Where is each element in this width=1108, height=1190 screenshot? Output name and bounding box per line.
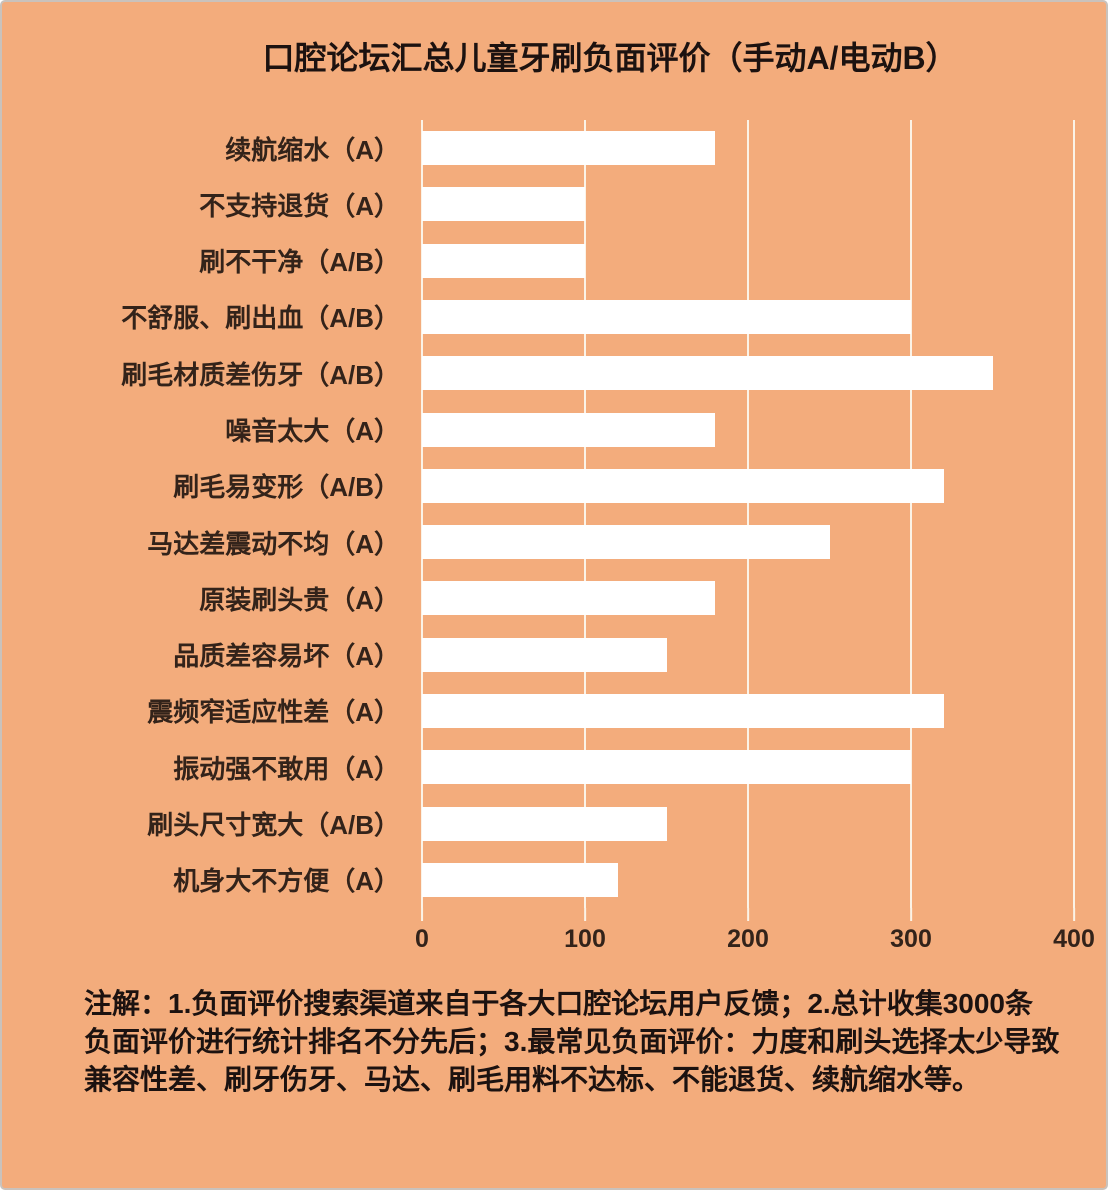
- category-label: 机身大不方便（A）: [173, 866, 400, 897]
- tick-mark: [421, 908, 423, 921]
- footnote-line: 负面评价进行统计排名不分先后；3.最常见负面评价：力度和刷头选择太少导致: [84, 1026, 1060, 1057]
- category-label: 不舒服、刷出血（A/B）: [121, 303, 400, 334]
- footnote-line: 兼容性差、刷牙伤牙、马达、刷毛用料不达标、不能退货、续航缩水等。: [84, 1064, 981, 1095]
- category-label: 刷毛易变形（A/B）: [173, 472, 400, 503]
- footnote: 注解：1.负面评价搜索渠道来自于各大口腔论坛用户反馈；2.总计收集3000条 负…: [84, 985, 1059, 1099]
- bar-row: [422, 233, 1074, 289]
- bar: [422, 750, 911, 785]
- chart-title: 口腔论坛汇总儿童牙刷负面评价（手动A/电动B）: [262, 40, 958, 76]
- gridline: [747, 120, 749, 908]
- bar-row: [422, 739, 1074, 795]
- tick-mark: [747, 908, 749, 921]
- category-label: 不支持退货（A）: [199, 190, 400, 221]
- category-label: 原装刷头贵（A）: [199, 584, 400, 615]
- bar: [422, 356, 993, 391]
- gridline: [421, 120, 423, 908]
- bar-chart: 续航缩水（A） 不支持退货（A） 刷不干净（A/B） 不舒服、刷出血（A/B） 刷毛材质…: [2, 120, 1106, 953]
- gridline: [584, 120, 586, 908]
- bar: [422, 299, 911, 334]
- bar-row: [422, 458, 1074, 514]
- category-label: 品质差容易坏（A）: [173, 641, 400, 672]
- category-label: 刷头尺寸宽大（A/B）: [147, 810, 400, 841]
- bar-row: [422, 401, 1074, 457]
- category-axis: 续航缩水（A） 不支持退货（A） 刷不干净（A/B） 不舒服、刷出血（A/B） 刷毛材质…: [2, 120, 422, 908]
- bar: [422, 412, 716, 447]
- axis-tick: 300: [890, 908, 932, 954]
- bar-row: [422, 795, 1074, 851]
- axis-tick: 0: [415, 908, 429, 954]
- bar-row: [422, 514, 1074, 570]
- tick-mark: [910, 908, 912, 921]
- bar: [422, 131, 716, 166]
- value-axis: 0 100 200 300 400: [415, 908, 1095, 968]
- bar: [422, 806, 667, 841]
- gridline: [1073, 120, 1075, 908]
- bar: [422, 243, 585, 278]
- bar-row: [422, 345, 1074, 401]
- category-label: 马达差震动不均（A）: [147, 528, 400, 559]
- category-label: 震频窄适应性差（A）: [147, 697, 400, 728]
- bar-row: [422, 120, 1074, 176]
- footnote-line: 注解：1.负面评价搜索渠道来自于各大口腔论坛用户反馈；2.总计收集3000条: [84, 988, 1033, 1019]
- bar-row: [422, 289, 1074, 345]
- bar-row: [422, 627, 1074, 683]
- category-label: 刷毛材质差伤牙（A/B）: [121, 359, 400, 390]
- category-label: 刷不干净（A/B）: [199, 247, 400, 278]
- bar: [422, 187, 585, 222]
- axis-tick: 200: [727, 908, 769, 954]
- bar-row: [422, 683, 1074, 739]
- bar: [422, 862, 618, 897]
- tick-label: 200: [727, 925, 769, 953]
- axis-tick: 100: [564, 908, 606, 954]
- bar-row: [422, 570, 1074, 626]
- category-label: 振动强不敢用（A）: [173, 753, 400, 784]
- bar: [422, 637, 667, 672]
- plot-area: 0 100 200 300 400: [415, 120, 1095, 953]
- tick-label: 300: [890, 925, 932, 953]
- tick-mark: [584, 908, 586, 921]
- tick-label: 0: [415, 925, 429, 953]
- category-label: 续航缩水（A）: [225, 134, 400, 165]
- tick-label: 400: [1053, 925, 1095, 953]
- bar: [422, 525, 830, 560]
- bar: [422, 468, 944, 503]
- bar-row: [422, 852, 1074, 908]
- bar-row: [422, 176, 1074, 232]
- gridline: [910, 120, 912, 908]
- axis-tick: 400: [1053, 908, 1095, 954]
- bar: [422, 693, 944, 728]
- tick-label: 100: [564, 925, 606, 953]
- category-label: 噪音太大（A）: [225, 416, 400, 447]
- bar: [422, 581, 716, 616]
- bars-container: [422, 120, 1074, 908]
- tick-mark: [1073, 908, 1075, 921]
